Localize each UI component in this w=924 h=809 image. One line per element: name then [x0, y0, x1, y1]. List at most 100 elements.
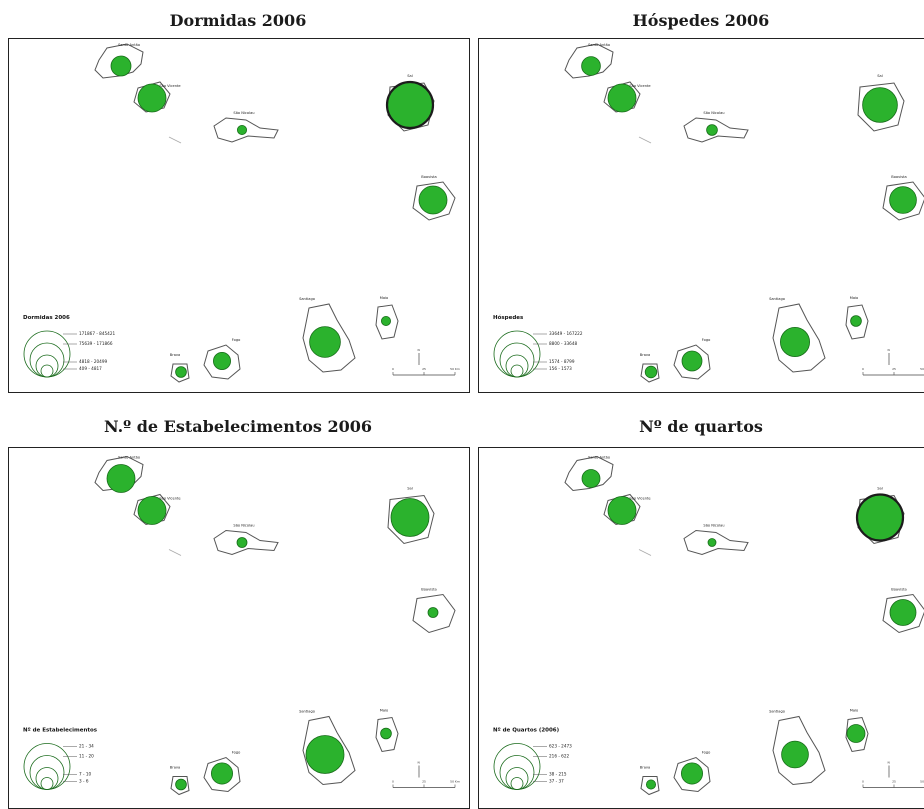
- island-sao-vicente: São Vicente: [133, 81, 181, 113]
- legend-class-label: 75639 - 171866: [79, 341, 113, 346]
- island-label: Boavista: [421, 175, 436, 179]
- legend-title: Nº de Estabelecimentos: [23, 727, 98, 734]
- island-label: Brava: [640, 353, 650, 357]
- map-legend: Nº de Estabelecimentos 21 - 34 11 - 20 7 - …: [23, 727, 98, 790]
- proportional-symbol-fogo: [212, 351, 232, 371]
- map-legend: Nº de Quartos (2006) 623 - 2473 216 - 622 3…: [493, 727, 572, 790]
- island-label: Santiago: [299, 710, 315, 714]
- scale-label: 0: [862, 780, 864, 784]
- legend-ring: [35, 767, 59, 790]
- island-label: Boavista: [891, 588, 906, 592]
- proportional-symbol-sao-vicente: [137, 83, 167, 113]
- map-decoration: [638, 549, 652, 556]
- island-sao-vicente: São Vicente: [133, 493, 181, 526]
- island-maio: Maio: [375, 296, 399, 340]
- scale-label: 50 Km: [920, 780, 924, 784]
- island-label: Brava: [640, 766, 650, 770]
- island-label: Maio: [380, 296, 389, 300]
- legend-ring: [499, 755, 535, 790]
- legend-title: Hóspedes: [493, 314, 524, 321]
- legend-class-label: 409 - 4817: [79, 366, 102, 371]
- map-panel-hospedes: Santo Antão São Vicente São Nicolau Sal Boav…: [478, 38, 924, 393]
- island-sal: Sal: [387, 487, 435, 545]
- north-arrow-icon: N: [888, 348, 890, 365]
- island-santiago: Santiago: [769, 297, 826, 373]
- island-label: Maio: [850, 296, 859, 300]
- island-sao-vicente: São Vicente: [603, 81, 651, 113]
- island-label: Sal: [877, 74, 882, 78]
- panel-title-quartos: Nº de quartos: [639, 417, 763, 436]
- map-legend: Dormidas 2006 171867 - 845421 75639 - 1718…: [23, 315, 115, 378]
- island-map-svg: Santo Antão São Vicente São Nicolau Sal Boav…: [493, 43, 924, 383]
- island-label: Santo Antão: [118, 456, 140, 460]
- proportional-symbol-santo-antao: [581, 56, 601, 76]
- island-sao-vicente: São Vicente: [603, 493, 651, 526]
- legend-ring: [505, 767, 529, 790]
- proportional-symbol-sal: [862, 87, 898, 123]
- island-label: Sal: [407, 74, 412, 78]
- proportional-symbol-maio: [381, 316, 391, 326]
- scale-bar: 0 25 50 Km: [392, 780, 460, 788]
- legend-class-label: 623 - 2473: [549, 744, 572, 749]
- island-santiago: Santiago: [769, 710, 826, 786]
- island-maio: Maio: [845, 296, 869, 340]
- panel-title-dormidas: Dormidas 2006: [169, 11, 307, 30]
- island-sao-nicolau: São Nicolau: [683, 524, 749, 556]
- island-sal: Sal: [855, 487, 905, 545]
- proportional-symbol-santiago: [305, 735, 345, 774]
- proportional-symbol-sao-nicolau: [237, 125, 247, 135]
- island-label: Fogo: [232, 751, 241, 755]
- svg-text:N: N: [418, 348, 420, 352]
- legend-class-label: 3 - 6: [79, 779, 89, 784]
- legend-title: Nº de Quartos (2006): [493, 727, 560, 734]
- legend-class-label: 8800 - 33648: [549, 341, 577, 346]
- island-maio: Maio: [375, 709, 399, 753]
- proportional-symbol-brava: [644, 365, 658, 379]
- map-decoration: [638, 136, 652, 144]
- island-label: São Vicente: [629, 84, 651, 88]
- proportional-symbol-boavista: [889, 186, 917, 214]
- north-arrow-icon: N: [418, 761, 420, 778]
- island-brava: Brava: [640, 766, 660, 796]
- svg-text:N: N: [888, 761, 890, 765]
- map-panel-dormidas: Santo Antão São Vicente São Nicolau Sal Boav…: [8, 38, 470, 393]
- island-sal: Sal: [385, 74, 435, 132]
- proportional-symbol-sao-vicente: [607, 83, 637, 113]
- island-label: São Vicente: [159, 84, 181, 88]
- panel-title-estabelecimentos: N.º de Estabelecimentos 2006: [104, 417, 372, 436]
- island-label: Santo Antão: [588, 43, 610, 47]
- map-panel-estabelecimentos: Santo Antão São Vicente São Nicolau Sal Boav…: [8, 447, 470, 809]
- island-fogo: Fogo: [203, 338, 241, 380]
- island-label: Boavista: [891, 175, 906, 179]
- island-brava: Brava: [170, 353, 190, 383]
- legend-class-label: 21 - 34: [79, 744, 94, 749]
- island-sao-nicolau: São Nicolau: [213, 524, 279, 556]
- proportional-symbol-sal: [855, 493, 905, 542]
- legend-class-label: 156 - 1573: [549, 366, 572, 371]
- island-map-svg: Santo Antão São Vicente São Nicolau Sal Boav…: [493, 456, 924, 796]
- legend-ring: [499, 342, 535, 378]
- proportional-symbol-boavista: [889, 599, 917, 626]
- island-label: Brava: [170, 353, 180, 357]
- island-map-svg: Santo Antão São Vicente São Nicolau Sal Boav…: [23, 456, 460, 796]
- north-arrow-icon: N: [418, 348, 420, 365]
- legend-ring: [510, 364, 524, 378]
- island-label: Sal: [407, 487, 412, 491]
- proportional-symbol-boavista: [427, 607, 439, 618]
- legend-class-label: 11 - 20: [79, 754, 94, 759]
- scale-label: 50 Km: [450, 780, 460, 784]
- island-boavista: Boavista: [412, 588, 456, 634]
- island-sao-nicolau: São Nicolau: [213, 111, 279, 143]
- island-label: São Nicolau: [233, 111, 254, 115]
- legend-class-label: 38 - 215: [549, 772, 567, 777]
- legend-ring: [510, 777, 524, 790]
- proportional-symbol-maio: [850, 315, 862, 327]
- panel-title-hospedes: Hóspedes 2006: [632, 11, 770, 30]
- island-label: São Nicolau: [233, 524, 254, 528]
- proportional-symbol-fogo: [210, 762, 234, 785]
- island-maio: Maio: [845, 709, 869, 753]
- scale-label: 25: [422, 780, 426, 784]
- island-label: São Nicolau: [703, 111, 724, 115]
- legend-class-label: 33649 - 167222: [549, 331, 583, 336]
- island-santo-antao: Santo Antão: [94, 43, 144, 79]
